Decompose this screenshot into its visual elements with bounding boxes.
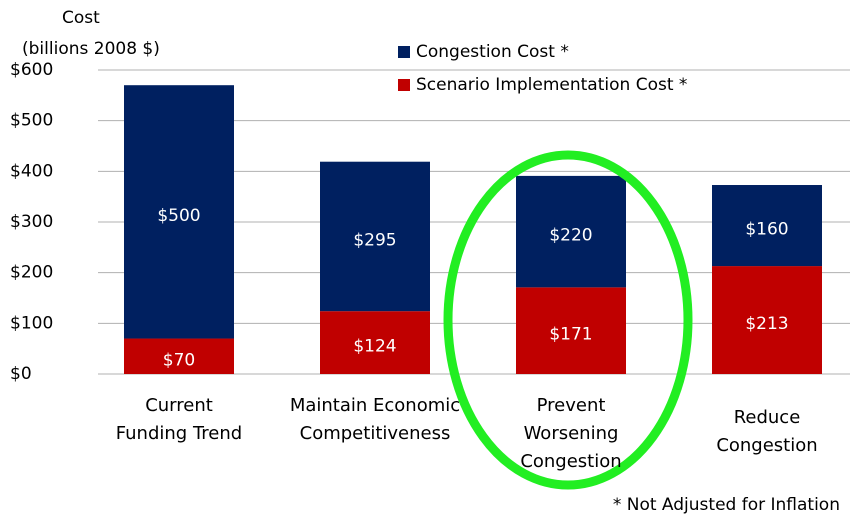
x-tick-label: Prevent Worsening Congestion	[506, 392, 636, 476]
value-label: $213	[745, 314, 788, 334]
y-tick-label: $200	[10, 263, 53, 283]
x-tick-label: Current Funding Trend	[114, 392, 244, 448]
legend-swatch	[398, 46, 410, 58]
y-tick-label: $300	[10, 212, 53, 232]
y-tick-label: $400	[10, 161, 53, 181]
legend-label: Scenario Implementation Cost *	[416, 75, 687, 95]
x-tick-label: Reduce Congestion	[702, 404, 832, 460]
y-axis-label: (billions 2008 $)	[22, 39, 160, 59]
y-tick-label: $100	[10, 313, 53, 333]
legend-swatch	[398, 79, 410, 91]
note: * Not Adjusted for Inflation	[613, 495, 840, 515]
value-label: $160	[745, 220, 788, 240]
value-label: $295	[353, 230, 396, 250]
legend-label: Congestion Cost *	[416, 42, 569, 62]
value-label: $500	[157, 206, 200, 226]
value-label: $124	[353, 337, 396, 357]
value-label: $220	[549, 226, 592, 246]
y-tick-label: $600	[10, 60, 53, 80]
page: Cost (billions 2008 $) * Not Adjusted fo…	[0, 0, 860, 521]
x-tick-label: Maintain Economic Competitiveness	[285, 392, 465, 448]
y-tick-label: $500	[10, 111, 53, 131]
y-tick-label: $0	[10, 364, 32, 384]
y-axis-label: Cost	[62, 8, 100, 28]
value-label: $171	[549, 325, 592, 345]
value-label: $70	[163, 350, 195, 370]
